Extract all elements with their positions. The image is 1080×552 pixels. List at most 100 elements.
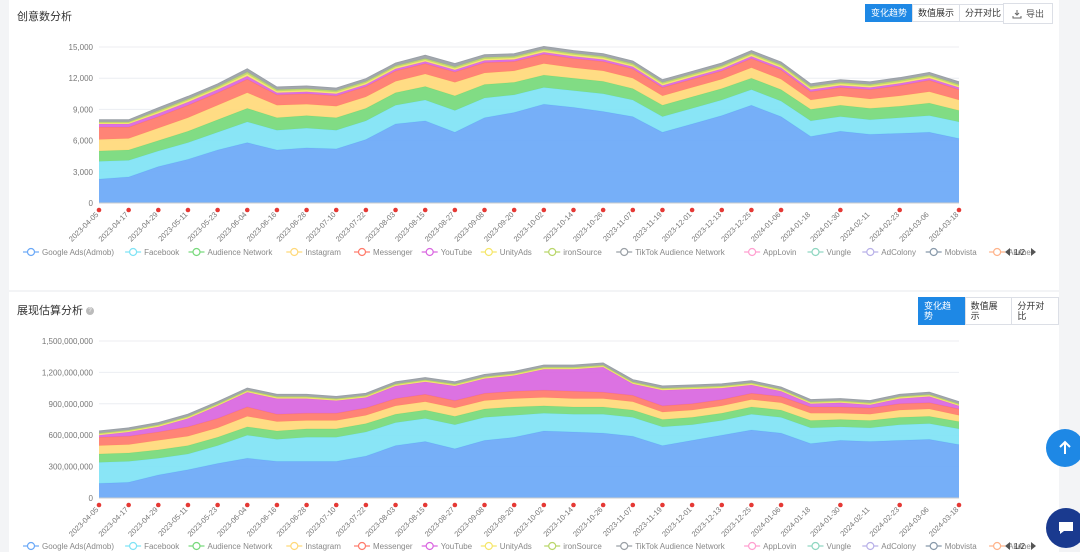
legend-item[interactable]: Instagram	[286, 541, 341, 551]
series-area-4[interactable]	[99, 390, 959, 446]
legend-item[interactable]: Google Ads(Admob)	[23, 247, 114, 257]
event-marker[interactable]	[749, 207, 754, 213]
series-area-8[interactable]	[99, 46, 959, 122]
legend-item[interactable]: Google Ads(Admob)	[23, 541, 114, 551]
next-page-icon[interactable]	[1031, 542, 1036, 550]
info-icon[interactable]: ?	[86, 307, 94, 316]
event-marker[interactable]	[660, 502, 665, 508]
legend-item[interactable]: ironSource	[544, 541, 602, 551]
event-marker[interactable]	[897, 502, 902, 508]
event-marker[interactable]	[660, 207, 665, 213]
event-marker[interactable]	[185, 502, 191, 508]
event-marker[interactable]	[244, 207, 250, 213]
event-marker[interactable]	[719, 502, 725, 508]
event-marker[interactable]	[422, 502, 428, 508]
legend-item[interactable]: UnityAds	[480, 541, 532, 551]
event-marker[interactable]	[274, 207, 280, 213]
event-marker[interactable]	[541, 207, 547, 213]
event-marker[interactable]	[393, 207, 398, 213]
values-button[interactable]: 数值展示	[964, 297, 1013, 325]
event-marker[interactable]	[363, 207, 369, 213]
event-marker[interactable]	[778, 502, 784, 508]
event-marker[interactable]	[838, 207, 843, 213]
series-area-4[interactable]	[99, 54, 959, 140]
event-marker[interactable]	[304, 207, 309, 213]
event-marker[interactable]	[511, 502, 517, 508]
legend-item[interactable]: AdColony	[862, 541, 916, 551]
event-marker[interactable]	[96, 207, 102, 213]
event-marker[interactable]	[422, 207, 428, 213]
compare-button[interactable]: 分开对比	[1011, 297, 1060, 325]
event-marker[interactable]	[274, 502, 280, 508]
legend-item[interactable]: Vungle	[807, 541, 852, 551]
trend-button[interactable]: 变化趋势	[918, 297, 966, 325]
legend-item[interactable]: Messenger	[354, 541, 413, 551]
event-marker[interactable]	[719, 207, 725, 213]
legend-item[interactable]: TikTok Audience Network	[616, 247, 726, 257]
legend-item[interactable]: YouTube	[421, 541, 473, 551]
event-marker[interactable]	[215, 502, 220, 508]
event-marker[interactable]	[630, 207, 636, 213]
series-area-0[interactable]	[99, 429, 959, 498]
legend-item[interactable]: Messenger	[354, 247, 413, 257]
series-area-1[interactable]	[99, 413, 959, 484]
event-marker[interactable]	[838, 502, 843, 508]
scroll-top-button[interactable]	[1046, 429, 1080, 467]
legend-item[interactable]: AppLovin	[744, 541, 796, 551]
series-area-2[interactable]	[99, 405, 959, 463]
event-marker[interactable]	[156, 207, 161, 213]
legend-item[interactable]: Mobvista	[925, 247, 978, 257]
event-marker[interactable]	[304, 502, 309, 508]
values-button[interactable]: 数值展示	[912, 4, 961, 22]
legend-item[interactable]: Mobvista	[925, 541, 978, 551]
event-marker[interactable]	[571, 502, 576, 508]
event-marker[interactable]	[956, 502, 962, 508]
series-area-1[interactable]	[99, 87, 959, 180]
event-marker[interactable]	[689, 207, 695, 213]
event-marker[interactable]	[215, 207, 220, 213]
event-marker[interactable]	[96, 502, 102, 508]
legend-item[interactable]: Facebook	[125, 247, 180, 257]
event-marker[interactable]	[749, 502, 754, 508]
compare-button[interactable]: 分开对比	[959, 4, 1008, 22]
prev-page-icon[interactable]	[1005, 542, 1010, 550]
next-page-icon[interactable]	[1031, 248, 1036, 256]
event-marker[interactable]	[333, 207, 339, 213]
event-marker[interactable]	[600, 207, 606, 213]
legend-item[interactable]: Vungle	[807, 247, 852, 257]
event-marker[interactable]	[897, 207, 902, 213]
event-marker[interactable]	[778, 207, 784, 213]
series-area-0[interactable]	[99, 104, 959, 203]
legend-item[interactable]: Akane	[989, 541, 1031, 551]
event-marker[interactable]	[393, 502, 398, 508]
series-area-3[interactable]	[99, 397, 959, 455]
series-area-5[interactable]	[99, 367, 959, 438]
legend-item[interactable]: Audience Network	[188, 541, 274, 551]
series-area-2[interactable]	[99, 75, 959, 162]
event-marker[interactable]	[571, 207, 576, 213]
legend-item[interactable]: UnityAds	[480, 247, 532, 257]
event-marker[interactable]	[600, 502, 606, 508]
legend-item[interactable]: TikTok Audience Network	[616, 541, 726, 551]
series-area-3[interactable]	[99, 63, 959, 151]
event-marker[interactable]	[482, 207, 487, 213]
event-marker[interactable]	[689, 502, 695, 508]
event-marker[interactable]	[452, 207, 458, 213]
chat-button[interactable]	[1046, 508, 1080, 548]
legend-item[interactable]: Instagram	[286, 247, 341, 257]
legend-pager[interactable]: 1/2	[1005, 248, 1036, 257]
event-marker[interactable]	[333, 502, 339, 508]
legend-item[interactable]: AppLovin	[744, 247, 796, 257]
legend-item[interactable]: Akane	[989, 247, 1031, 257]
event-marker[interactable]	[156, 502, 161, 508]
event-marker[interactable]	[630, 502, 636, 508]
legend-pager[interactable]: 1/2	[1005, 542, 1036, 551]
event-marker[interactable]	[482, 502, 487, 508]
event-marker[interactable]	[541, 502, 547, 508]
event-marker[interactable]	[126, 207, 131, 213]
event-marker[interactable]	[363, 502, 369, 508]
legend-item[interactable]: YouTube	[421, 247, 473, 257]
legend-item[interactable]: Facebook	[125, 541, 180, 551]
event-marker[interactable]	[511, 207, 517, 213]
legend-item[interactable]: ironSource	[544, 247, 602, 257]
